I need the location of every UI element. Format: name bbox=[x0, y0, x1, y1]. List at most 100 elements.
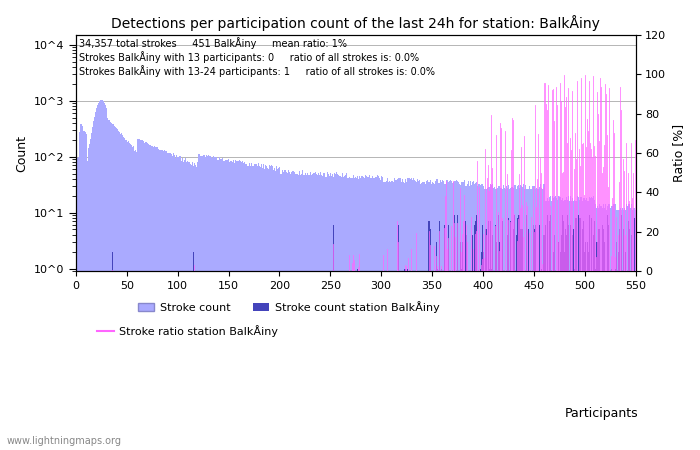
Bar bbox=[165, 151, 166, 450]
Bar bbox=[377, 176, 379, 450]
Bar bbox=[441, 182, 442, 450]
Bar bbox=[208, 155, 209, 450]
Bar bbox=[284, 171, 285, 450]
Bar bbox=[220, 159, 221, 450]
Bar bbox=[521, 186, 522, 450]
Bar bbox=[580, 197, 581, 450]
Bar bbox=[522, 230, 523, 450]
Bar bbox=[312, 174, 314, 450]
Bar bbox=[459, 184, 460, 450]
Bar bbox=[334, 173, 335, 450]
Bar bbox=[598, 230, 599, 450]
Bar bbox=[585, 242, 586, 450]
Bar bbox=[506, 186, 507, 450]
Bar bbox=[631, 235, 632, 450]
Bar bbox=[497, 188, 498, 450]
Bar bbox=[298, 175, 299, 450]
Bar bbox=[536, 188, 538, 450]
Bar bbox=[438, 183, 439, 450]
Bar bbox=[304, 175, 305, 450]
Bar bbox=[238, 161, 239, 450]
Bar bbox=[542, 189, 543, 450]
Bar bbox=[394, 178, 395, 450]
Bar bbox=[162, 150, 163, 450]
Bar bbox=[171, 154, 172, 450]
Bar bbox=[174, 155, 175, 450]
Bar bbox=[114, 126, 115, 450]
Bar bbox=[413, 178, 414, 450]
Bar bbox=[510, 221, 511, 450]
Bar bbox=[310, 171, 312, 450]
Bar bbox=[161, 149, 162, 450]
Bar bbox=[430, 184, 431, 450]
Bar bbox=[439, 221, 440, 450]
Bar bbox=[108, 120, 109, 450]
Bar bbox=[625, 210, 626, 450]
Bar bbox=[578, 215, 579, 450]
Bar bbox=[193, 166, 195, 450]
Bar bbox=[496, 189, 497, 450]
Bar bbox=[357, 176, 358, 450]
Bar bbox=[244, 162, 245, 450]
Bar bbox=[180, 156, 181, 450]
Bar bbox=[543, 235, 545, 450]
Bar bbox=[305, 173, 307, 450]
Bar bbox=[549, 197, 550, 450]
Bar bbox=[189, 162, 190, 450]
Bar bbox=[345, 175, 346, 450]
Bar bbox=[398, 225, 399, 450]
Bar bbox=[446, 180, 447, 450]
Bar bbox=[410, 179, 411, 450]
Bar bbox=[629, 204, 630, 450]
Bar bbox=[416, 181, 417, 450]
Bar bbox=[183, 162, 184, 450]
Bar bbox=[293, 171, 294, 450]
Bar bbox=[507, 235, 508, 450]
Bar bbox=[370, 178, 372, 450]
Bar bbox=[599, 204, 601, 450]
Bar bbox=[507, 188, 508, 450]
Bar bbox=[135, 150, 136, 450]
Bar bbox=[382, 177, 383, 450]
Bar bbox=[603, 242, 605, 450]
Bar bbox=[607, 206, 608, 450]
Bar bbox=[543, 184, 545, 450]
Bar bbox=[577, 196, 578, 450]
Bar bbox=[610, 206, 612, 450]
Bar bbox=[615, 269, 616, 450]
Bar bbox=[417, 179, 419, 450]
Bar bbox=[545, 201, 547, 450]
Bar bbox=[584, 252, 585, 450]
Bar bbox=[596, 242, 597, 450]
Bar bbox=[518, 215, 519, 450]
Bar bbox=[224, 161, 225, 450]
Bar bbox=[589, 215, 590, 450]
Bar bbox=[286, 171, 287, 450]
Bar bbox=[323, 173, 325, 450]
Bar bbox=[433, 184, 435, 450]
Bar bbox=[124, 138, 125, 450]
Bar bbox=[137, 139, 139, 450]
Bar bbox=[467, 184, 468, 450]
Bar bbox=[233, 160, 234, 450]
Bar bbox=[528, 230, 529, 450]
Bar bbox=[441, 269, 442, 450]
Bar bbox=[385, 182, 386, 450]
Bar bbox=[209, 156, 210, 450]
Bar bbox=[287, 173, 288, 450]
Bar bbox=[127, 142, 128, 450]
Bar bbox=[573, 201, 574, 450]
Bar bbox=[505, 189, 506, 450]
Bar bbox=[283, 172, 284, 450]
Bar bbox=[332, 225, 334, 450]
Bar bbox=[601, 208, 603, 450]
Bar bbox=[279, 167, 280, 450]
Bar bbox=[619, 210, 620, 450]
Bar bbox=[272, 166, 273, 450]
Bar bbox=[435, 242, 437, 450]
Bar bbox=[256, 166, 258, 450]
Bar bbox=[125, 140, 126, 450]
Bar bbox=[215, 158, 216, 450]
Bar bbox=[248, 166, 249, 450]
Bar bbox=[405, 269, 406, 450]
